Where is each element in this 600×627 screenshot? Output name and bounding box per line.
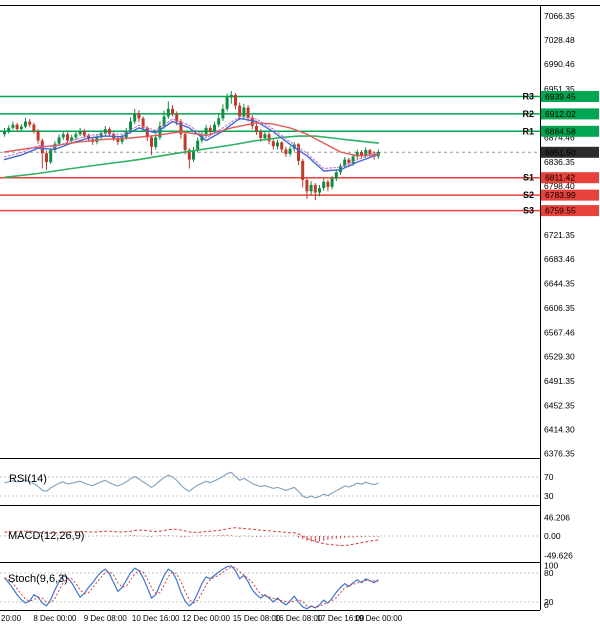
y-axis-tick-label: 6990.46 [544,59,575,69]
price-badge-r2: 6912.02 [541,108,599,120]
svg-text:6811.42: 6811.42 [545,173,575,183]
price-badge-r1: 6884.58 [541,125,599,137]
stoch-panel-label: Stoch(9,6,3) [8,573,68,585]
y-axis-tick-label: 6721.35 [544,230,575,240]
svg-text:6939.45: 6939.45 [545,91,576,101]
x-axis-tick-label: 17 Dec 16:00 [317,614,365,623]
x-axis-tick-label: 15 Dec 08:00 [233,614,281,623]
price-badge-s3: 6759.55 [541,205,599,217]
svg-text:6759.55: 6759.55 [545,206,576,216]
y-axis-tick-label: 6376.35 [544,449,575,459]
y-axis-tick-label: 6452.35 [544,400,575,410]
x-axis-tick-label: 8 Dec 00:00 [33,614,77,623]
moving-averages [3,115,380,179]
rsi-axis-label: 70 [544,472,554,482]
rsi-panel-label: RSI(14) [9,473,47,485]
level-label-s2: S2 [523,190,534,200]
macd-panel: 46.206 0.00 -49.626 [0,513,573,561]
y-axis-tick-label: 6644.35 [544,279,575,289]
svg-text:6783.99: 6783.99 [545,190,576,200]
svg-text:6851.50: 6851.50 [545,147,576,157]
current-price-badge: 6851.50 [541,146,599,158]
macd-axis-label: -49.626 [544,551,573,561]
level-label-s1: S1 [523,173,534,183]
x-axis-tick-label: 16 Dec 08:00 [275,614,323,623]
x-axis: 20:00 8 Dec 00:00 9 Dec 08:00 10 Dec 16:00 1… [1,614,403,623]
y-axis-tick-label: 6414.30 [544,425,575,435]
rsi-axis-label: 30 [544,491,554,501]
ma-blue [3,117,379,172]
y-axis-tick-label: 6567.46 [544,327,575,337]
macd-axis-label: 46.206 [544,513,570,523]
macd-panel-label: MACD(12,26,9) [8,530,84,542]
stoch-axis-label: 20 [544,597,554,607]
svg-text:6912.02: 6912.02 [545,109,576,119]
x-axis-tick-label: 9 Dec 08:00 [84,614,128,623]
y-axis-tick-label: 6836.35 [544,157,575,167]
y-axis-tick-label: 6951.35 [544,84,575,94]
y-axis-tick-label: 7066.35 [544,11,575,21]
y-axis-tick-label: 6798.40 [544,181,575,191]
y-axis: 7066.35 7028.48 6990.46 6951.35 6874.46 6836.… [544,11,575,459]
stoch-axis-label: 0 [544,600,549,610]
rsi-panel: 70 30 [0,471,554,501]
x-axis-tick-label: 20:00 [1,614,22,623]
x-axis-tick-label: 12 Dec 00:00 [182,614,230,623]
x-axis-tick-label: 10 Dec 16:00 [132,614,180,623]
stoch-axis-label: 100 [544,561,558,571]
y-axis-tick-label: 6874.46 [544,133,575,143]
price-badge-r3: 6939.45 [541,90,599,102]
ma-magenta [4,115,379,169]
stoch-axis-label: 80 [544,568,554,578]
level-label-r3: R3 [522,91,534,101]
y-axis-tick-label: 6491.35 [544,376,575,386]
level-label-r2: R2 [522,109,534,119]
ma-green [3,135,380,179]
svg-text:6884.58: 6884.58 [545,126,576,136]
y-axis-tick-label: 7028.48 [544,35,575,45]
y-axis-tick-label: 6606.35 [544,303,575,313]
y-axis-tick-label: 6529.30 [544,352,575,362]
y-axis-tick-label: 6683.46 [544,254,575,264]
ma-red [3,122,379,157]
x-axis-tick-label: 19 Dec 00:00 [355,614,403,623]
level-label-r1: R1 [522,126,534,136]
price-badge-s1: 6811.42 [541,172,599,184]
current-price: 6851.50 [0,146,599,158]
macd-axis-label: 0.00 [544,531,561,541]
support-resistance-levels: R3 6939.45 R2 6912.02 R1 6884.58 S1 6811.42 S2 67… [0,90,599,217]
price-badge-s2: 6783.99 [541,189,599,201]
level-label-s3: S3 [523,206,534,216]
chart-frame [0,5,600,611]
